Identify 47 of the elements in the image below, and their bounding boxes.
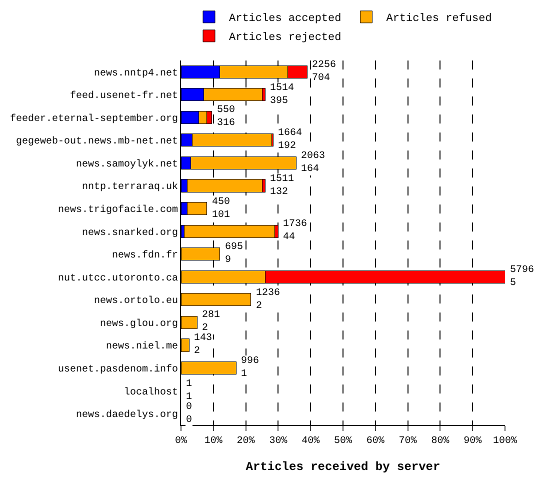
y-tick-label: news.fdn.fr [112,250,178,262]
x-tick-label: 40% [302,436,320,447]
y-tick-label: usenet.pasdenom.info [58,364,178,376]
y-tick-label: news.snarked.org [82,226,178,239]
y-tick-label: news.samoylyk.net [76,158,178,170]
y-tick-label: nut.utcc.utoronto.ca [58,273,178,284]
y-tick-label: localhost [124,386,178,398]
annotation: 281 2 [202,310,220,334]
annotation: 1511 132 [270,174,294,198]
annotation: 1736 44 [283,219,308,243]
annotation: 143 2 [194,333,212,357]
annotation: 1664 192 [278,128,302,152]
legend-label: Articles refused [386,13,492,26]
x-tick-label: 30% [269,436,288,447]
x-tick-label: 60% [366,436,384,447]
y-tick-label: news.nntp4.net [94,68,178,80]
y-tick-label: gegeweb-out.news.mb-net.net [16,136,178,148]
annotation: 695 9 [225,242,244,266]
annotation: 996 1 [241,356,260,380]
annotation: 2256 704 [312,60,336,84]
annotation: 0 0 [186,402,192,426]
legend-label: Articles rejected [229,32,342,44]
annotation: 550 316 [217,105,236,129]
y-tick-label: news.niel.me [106,340,178,353]
annotation: 1236 2 [256,288,280,312]
annotation: 1 1 [186,379,192,403]
legend-label: Articles accepted [229,13,342,26]
y-tick-label: news.glou.org [100,318,178,330]
x-tick-label: 50% [334,436,352,447]
y-tick-label: news.trigofacile.com [58,204,178,216]
x-axis-title: Articles received by server [246,460,440,474]
annotation: 1514 395 [270,83,294,107]
x-tick-label: 20% [236,436,255,447]
x-tick-label: 90% [464,436,482,447]
y-tick-label: nntp.terraraq.uk [82,181,178,194]
y-tick-label: feeder.eternal-september.org [10,112,178,125]
x-tick-label: 0% [174,436,188,447]
x-tick-label: 80% [431,436,450,447]
annotation: 450 101 [212,197,230,221]
y-tick-label: news.ortolo.eu [94,295,178,308]
x-tick-label: 100% [492,436,518,447]
annotation: 5796 5 [510,265,534,289]
y-tick-label: news.daedelys.org [76,409,178,422]
annotation: 2063 164 [301,151,326,175]
x-tick-label: 10% [204,436,222,447]
y-tick-label: feed.usenet-fr.net [70,90,178,102]
x-tick-label: 70% [398,436,417,447]
